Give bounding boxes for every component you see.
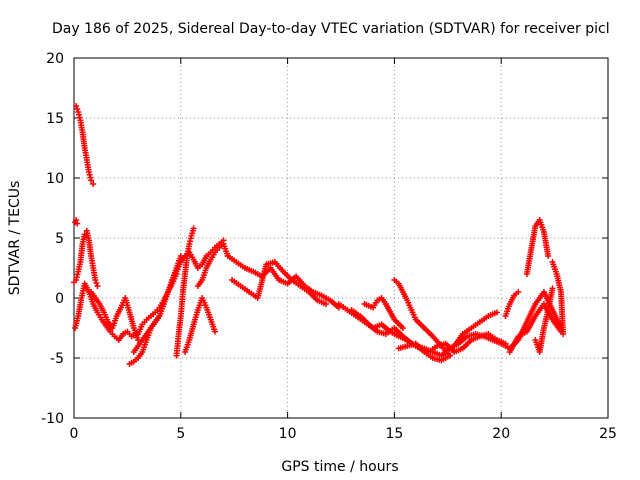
x-tick-label: 5 (176, 426, 185, 442)
y-tick-label: -5 (50, 351, 64, 367)
series-track-d (73, 103, 97, 187)
series-track-e (88, 289, 142, 343)
y-tick-label: 20 (46, 51, 64, 67)
data-point (93, 280, 100, 286)
series-track-c (72, 217, 81, 227)
x-tick-label: 15 (385, 426, 403, 442)
data-point (177, 253, 184, 259)
series-track-p (361, 295, 406, 331)
y-tick-label: -10 (41, 411, 64, 427)
x-tick-label: 20 (492, 426, 510, 442)
series-track-k (194, 241, 231, 289)
series-track-i (173, 225, 197, 359)
chart-title: Day 186 of 2025, Sidereal Day-to-day VTE… (52, 21, 610, 37)
data-point (549, 285, 556, 292)
data-point (558, 328, 565, 335)
x-axis-label: GPS time / hours (281, 459, 398, 475)
data-point (94, 283, 101, 289)
data-point (73, 103, 80, 109)
data-point (92, 277, 99, 283)
data-point (74, 106, 81, 112)
series-track-u (523, 217, 552, 277)
data-point (73, 217, 80, 223)
x-tick-label: 10 (279, 426, 297, 442)
y-axis-label: SDTVAR / TECUs (7, 181, 23, 296)
y-tick-label: 10 (46, 171, 64, 187)
data-point (515, 289, 522, 295)
data-points (71, 103, 567, 367)
series-track-t (502, 289, 522, 319)
data-point (190, 225, 197, 232)
data-point (446, 352, 453, 359)
y-tick-label: 5 (55, 231, 64, 247)
series-track-j (182, 295, 218, 355)
series-track-r (395, 340, 453, 364)
grid-lines (74, 58, 608, 418)
series-track-s (451, 309, 500, 349)
series-track-w (549, 259, 567, 337)
data-point (88, 177, 95, 184)
data-point (545, 253, 552, 259)
axis-ticks: 0 5 10 15 20 25 -10 -5 0 5 10 15 20 (41, 51, 617, 442)
data-point (90, 181, 97, 187)
data-point (502, 340, 509, 347)
series-track-x (506, 301, 565, 355)
data-point (74, 220, 81, 227)
data-point (173, 271, 180, 277)
data-point (493, 309, 500, 316)
data-point (211, 328, 218, 335)
y-tick-label: 15 (46, 111, 64, 127)
y-tick-label: 0 (55, 291, 64, 307)
series-track-b (71, 227, 101, 289)
x-tick-label: 0 (70, 426, 79, 442)
series-track-q (391, 277, 453, 359)
series-track-h (135, 271, 180, 337)
series-track-m (229, 259, 330, 307)
x-tick-label: 25 (599, 426, 617, 442)
data-point (399, 325, 406, 331)
data-point (323, 301, 330, 307)
